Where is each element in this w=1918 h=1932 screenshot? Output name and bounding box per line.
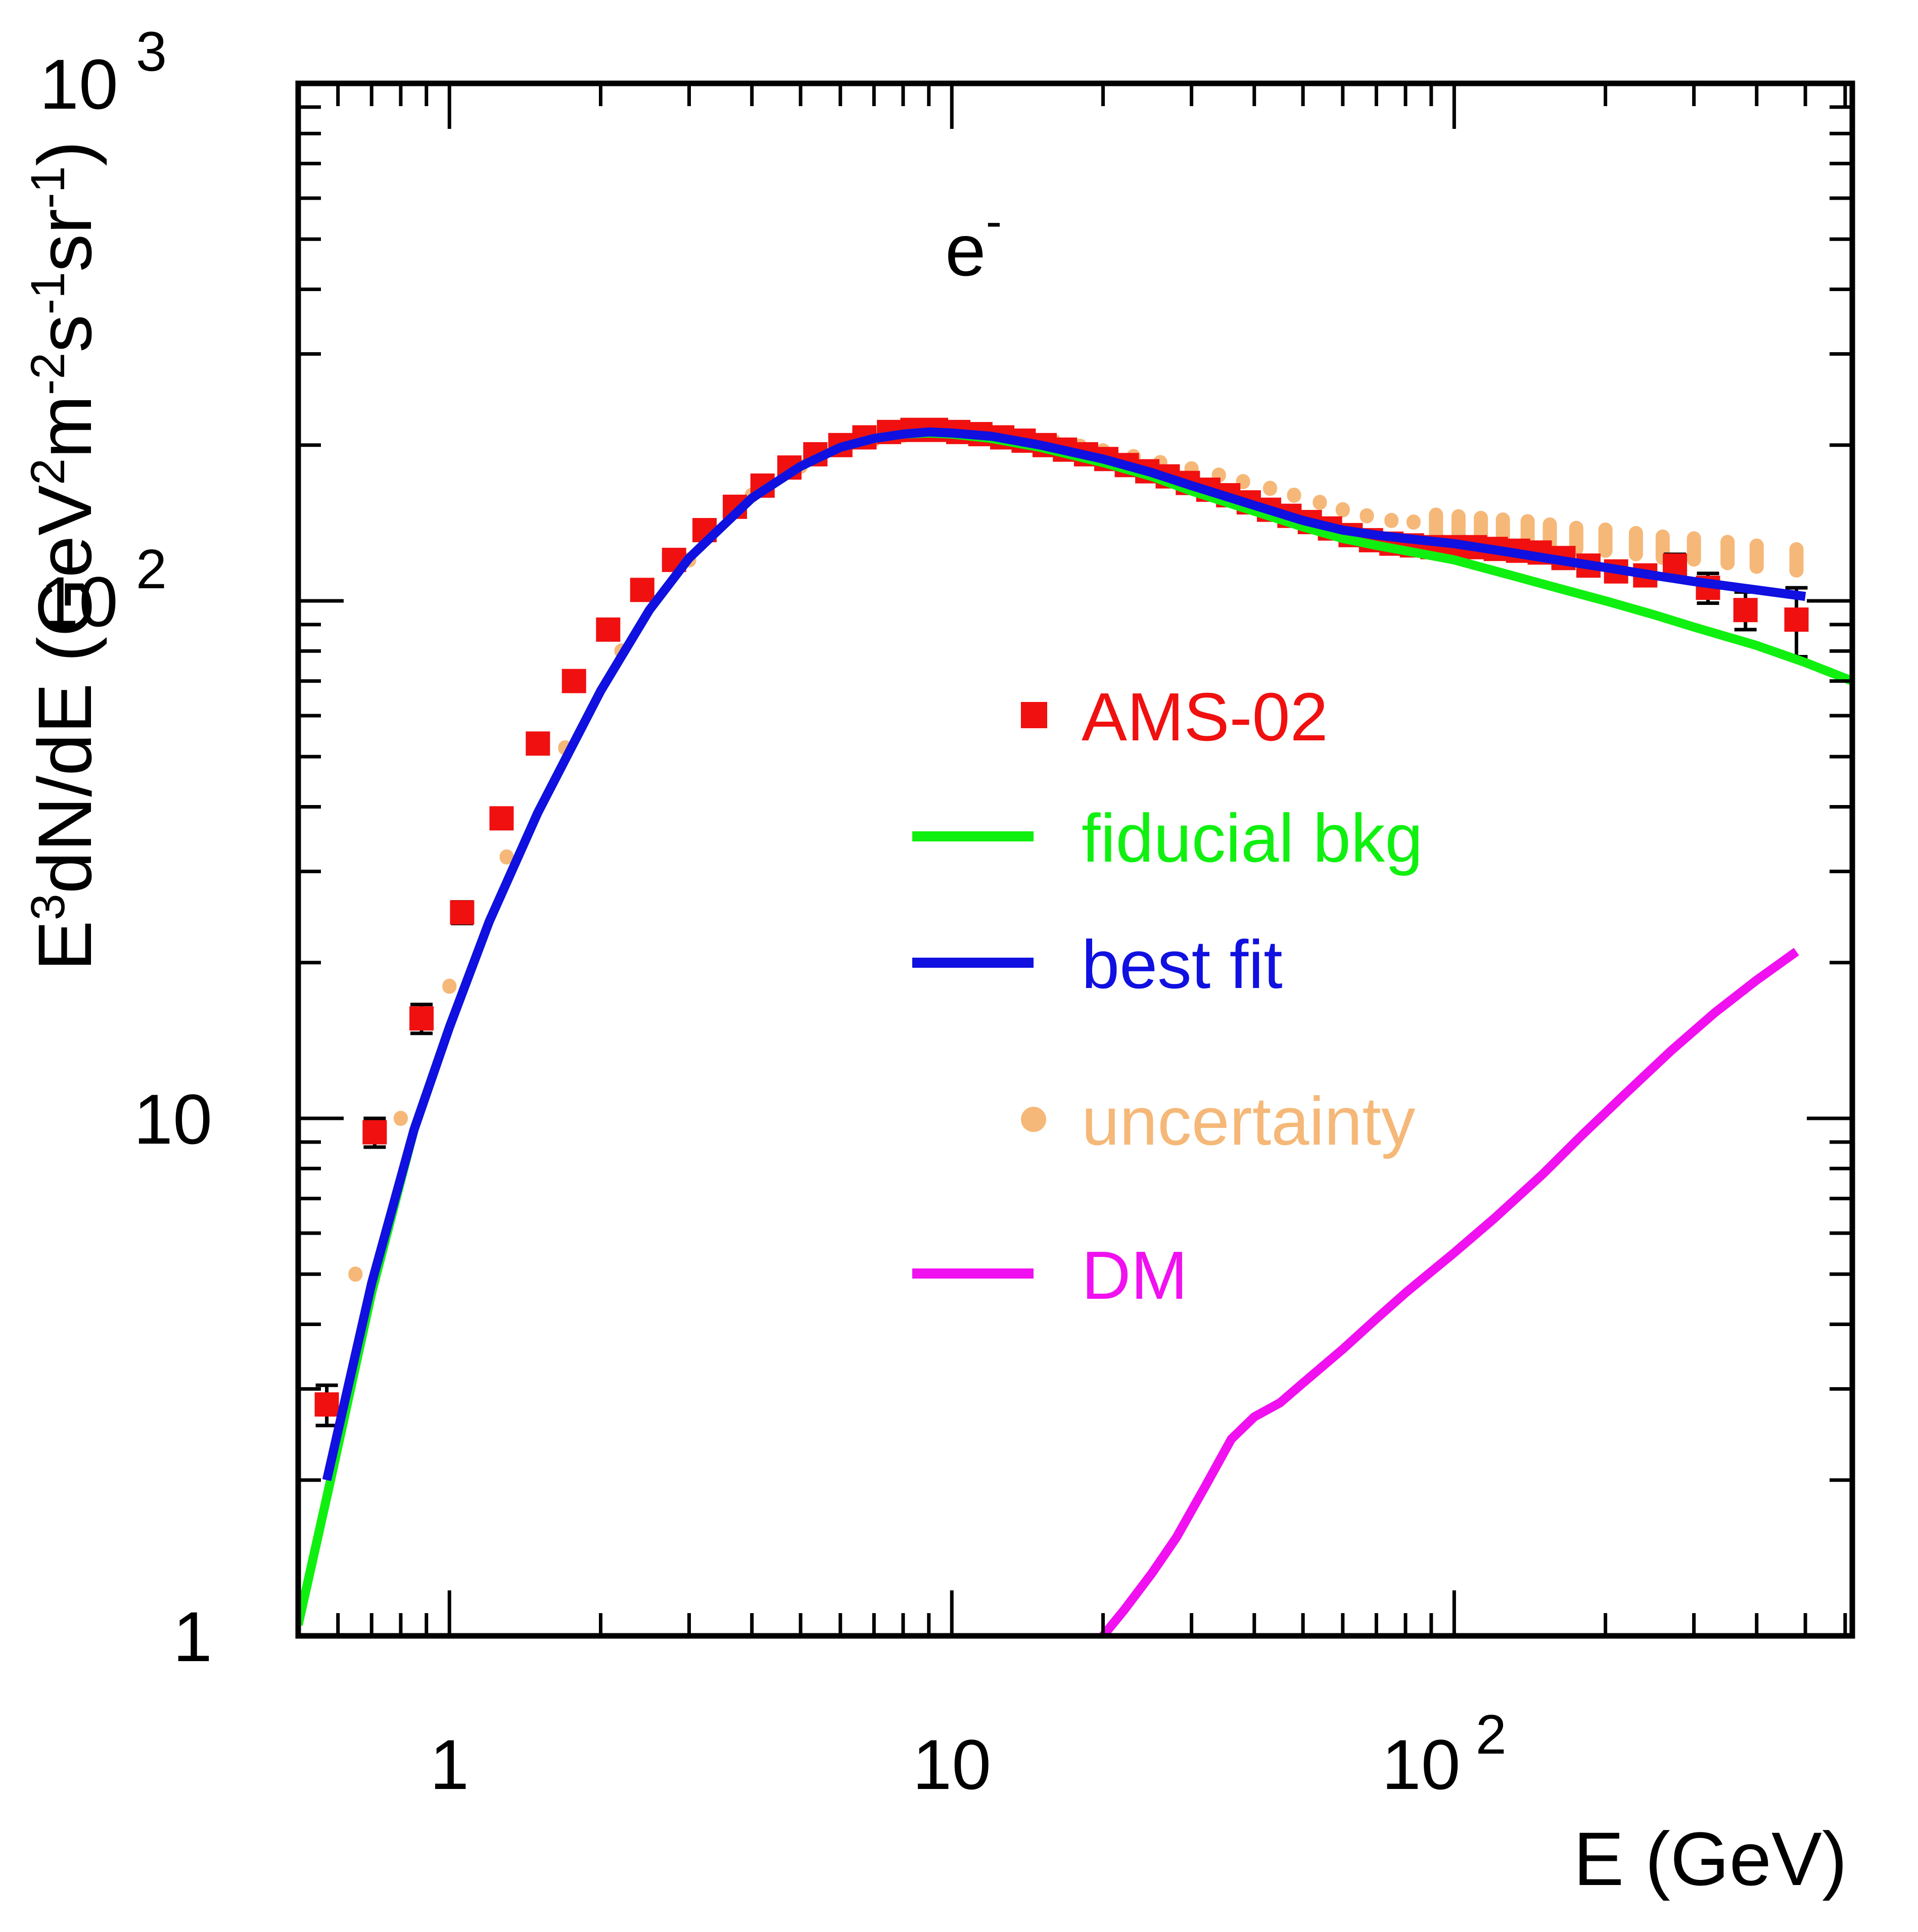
uncertainty-point [1687,531,1701,567]
data-point [362,1120,387,1145]
uncertainty-point [348,1266,363,1282]
legend: AMS-02 fiducial bkg best fit uncertainty DM [912,679,1423,1313]
legend-marker [1021,702,1047,728]
uncertainty-point [1720,535,1735,571]
uncertainty-point [1749,538,1764,574]
dm-line [1099,948,1799,1636]
legend-marker [1021,1107,1046,1132]
uncertainty-point [393,1111,408,1126]
data-point [450,900,475,925]
uncertainty-point [442,978,457,994]
uncertainty-point [1789,542,1804,578]
data-point [409,1006,434,1031]
legend-item-fiducial-bkg: fiducial bkg [912,800,1423,876]
x-tick-label: 10 2 [1382,1704,1507,1804]
legend-item-ams-02: AMS-02 [1021,679,1328,755]
series-layer [298,417,1852,1636]
uncertainty-point [1628,526,1643,561]
data-point [596,617,621,642]
uncertainty-point [1384,512,1399,528]
legend-item-dm: DM [912,1237,1188,1313]
y-tick-label: 10 2 [39,538,167,641]
data-point [1733,598,1758,623]
legend-item-uncertainty: uncertainty [1021,1083,1416,1159]
uncertainty-point [1429,507,1443,543]
uncertainty-point [1313,495,1327,510]
data-point [630,578,654,602]
legend-label: AMS-02 [1082,679,1328,755]
legend-item-best-fit: best fit [912,926,1283,1003]
legend-label: uncertainty [1082,1083,1416,1159]
y-axis-title: E3dN/dE (GeV2m-2s-1sr-1) [21,141,107,971]
uncertainty-point [1406,514,1421,530]
best-fit-line [322,427,1806,1481]
x-axis-title: E (GeV) [1573,1816,1847,1901]
plot-frame [295,80,1855,1639]
uncertainty-point [1360,508,1374,524]
legend-label: DM [1082,1237,1188,1313]
y-tick-label: 10 [133,1079,212,1159]
data-point [526,731,550,756]
y-tick-label: 1 [173,1597,212,1676]
uncertainty-point [1287,487,1301,503]
data-point [314,1392,339,1417]
legend-label: best fit [1082,926,1283,1003]
data-point [489,806,514,831]
data-point [1784,607,1809,632]
uncertainty-point [1335,502,1350,517]
x-tick-label: 10 [912,1725,991,1804]
uncertainty-point [1262,481,1277,496]
y-tick-label: 10 3 [39,21,167,124]
legend-label: fiducial bkg [1082,800,1423,876]
particle-annotation: e- [945,195,1002,291]
x-tick-label: 1 [430,1725,469,1804]
uncertainty-point [1598,522,1613,558]
uncertainty-point [499,849,514,865]
data-point [562,669,586,693]
